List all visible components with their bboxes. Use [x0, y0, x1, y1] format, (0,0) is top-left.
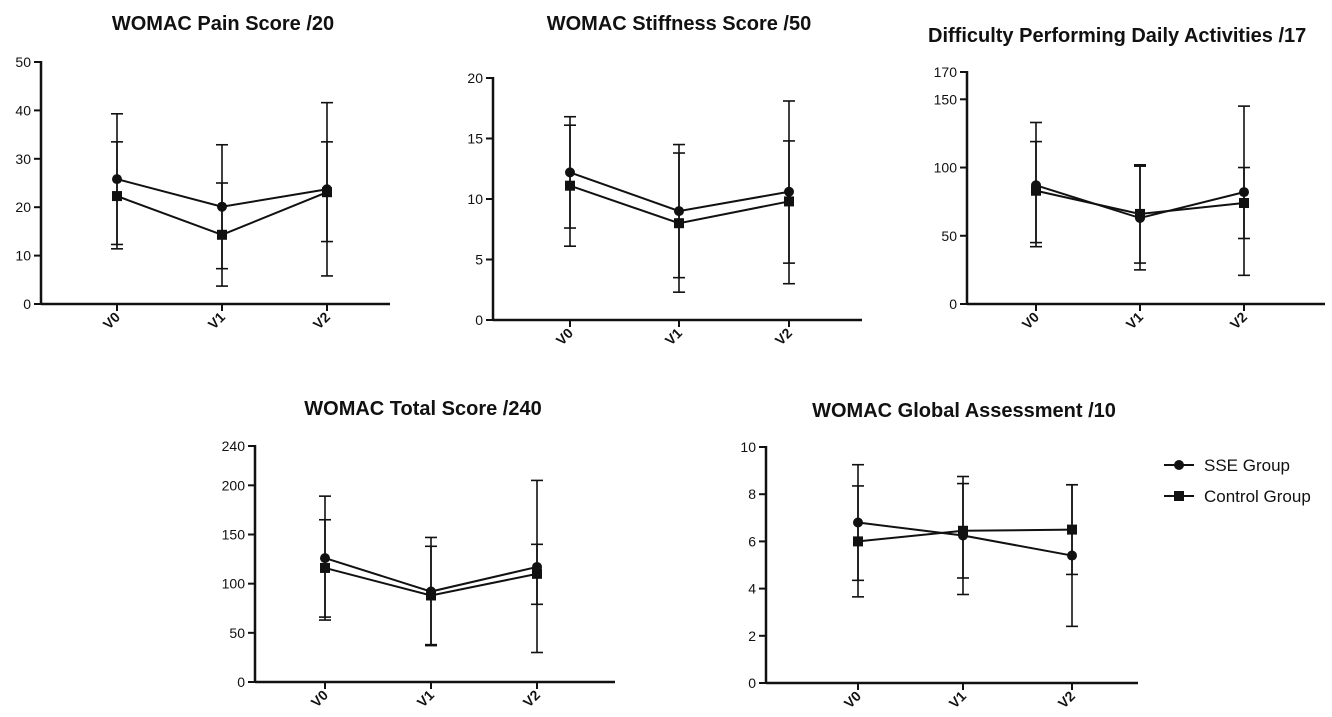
chart-title: WOMAC Pain Score /20 [112, 13, 334, 35]
x-tick-label: V0 [100, 309, 124, 333]
data-point [1239, 198, 1249, 209]
series-control [1030, 140, 1250, 277]
x-tick-label: V0 [1019, 309, 1043, 333]
x-tick-label: V2 [1055, 688, 1079, 712]
data-point [320, 562, 330, 573]
data-point [784, 196, 794, 207]
legend-entry: SSE Group [1164, 456, 1290, 475]
legend-label: Control Group [1204, 487, 1311, 506]
y-tick-label: 10 [467, 191, 483, 207]
series-control [319, 518, 543, 654]
y-tick-label: 8 [748, 486, 756, 502]
circle-marker-icon [1174, 460, 1184, 470]
data-point [1067, 524, 1077, 535]
data-point [217, 229, 227, 240]
y-tick-label: 200 [222, 477, 246, 493]
data-point [532, 568, 542, 579]
y-tick-label: 100 [222, 576, 246, 592]
y-tick-label: 170 [934, 64, 958, 80]
data-point [674, 218, 684, 229]
data-point [853, 536, 863, 547]
y-tick-label: 20 [467, 70, 483, 86]
x-tick-label: V1 [414, 687, 438, 711]
legend: SSE Group Control Group [1164, 456, 1311, 506]
series-control [111, 141, 333, 287]
y-tick-label: 50 [15, 54, 31, 70]
y-tick-label: 100 [934, 160, 958, 176]
x-tick-label: V0 [553, 325, 577, 349]
x-tick-label: V1 [662, 325, 686, 349]
y-tick-label: 0 [949, 296, 957, 312]
chart-title: WOMAC Global Assessment /10 [812, 400, 1116, 422]
y-tick-label: 5 [475, 252, 483, 268]
x-tick-label: V0 [308, 687, 332, 711]
y-tick-label: 20 [15, 199, 31, 215]
square-marker-icon [1174, 491, 1184, 501]
y-tick-label: 40 [15, 102, 31, 118]
x-tick-label: V1 [1123, 309, 1147, 333]
x-tick-label: V1 [205, 309, 229, 333]
y-tick-label: 10 [15, 248, 31, 264]
y-tick-label: 50 [229, 625, 245, 641]
data-point [565, 180, 575, 191]
chart-panel-1: WOMAC Pain Score /20 0 10 20 30 40 50 V0 V1 V2 [15, 13, 390, 332]
y-tick-label: 0 [237, 674, 245, 690]
chart-title: Difficulty Performing Daily Activities /… [928, 25, 1306, 47]
y-tick-label: 4 [748, 581, 756, 597]
data-point [426, 590, 436, 601]
y-tick-label: 150 [934, 91, 958, 107]
series-control [564, 124, 795, 293]
data-point [1031, 185, 1041, 196]
data-point [322, 187, 332, 198]
data-point [112, 191, 122, 202]
chart-panel-5: WOMAC Global Assessment /10 0 2 4 6 8 10 V0 V1 V2 [740, 400, 1138, 711]
x-tick-label: V0 [841, 688, 865, 712]
y-tick-label: 2 [748, 628, 756, 644]
y-tick-label: 240 [222, 438, 246, 454]
x-tick-label: V1 [946, 688, 970, 712]
x-tick-label: V2 [1227, 309, 1251, 333]
legend-entry: Control Group [1164, 487, 1311, 506]
y-tick-label: 50 [941, 228, 957, 244]
data-point [958, 525, 968, 536]
chart-title: WOMAC Total Score /240 [304, 398, 541, 420]
y-tick-label: 15 [467, 131, 483, 147]
chart-panel-2: WOMAC Stiffness Score /50 0 5 10 15 20 V0 V1 V2 [467, 13, 862, 348]
y-tick-label: 0 [23, 296, 31, 312]
x-tick-label: V2 [520, 687, 544, 711]
data-point [1135, 208, 1145, 219]
chart-panel-3: Difficulty Performing Daily Activities /… [928, 25, 1325, 332]
series-control [852, 482, 1078, 598]
x-tick-label: V2 [772, 325, 796, 349]
y-tick-label: 6 [748, 533, 756, 549]
y-tick-label: 0 [748, 675, 756, 691]
y-tick-label: 0 [475, 312, 483, 328]
series-sse [852, 463, 1078, 628]
chart-title: WOMAC Stiffness Score /50 [547, 13, 812, 35]
y-tick-label: 10 [740, 439, 756, 455]
y-tick-label: 30 [15, 151, 31, 167]
y-tick-label: 150 [222, 527, 246, 543]
x-tick-label: V2 [310, 309, 334, 333]
legend-label: SSE Group [1204, 456, 1290, 475]
chart-panel-4: WOMAC Total Score /240 0 50 100 150 200 240 V0 V… [222, 398, 615, 710]
